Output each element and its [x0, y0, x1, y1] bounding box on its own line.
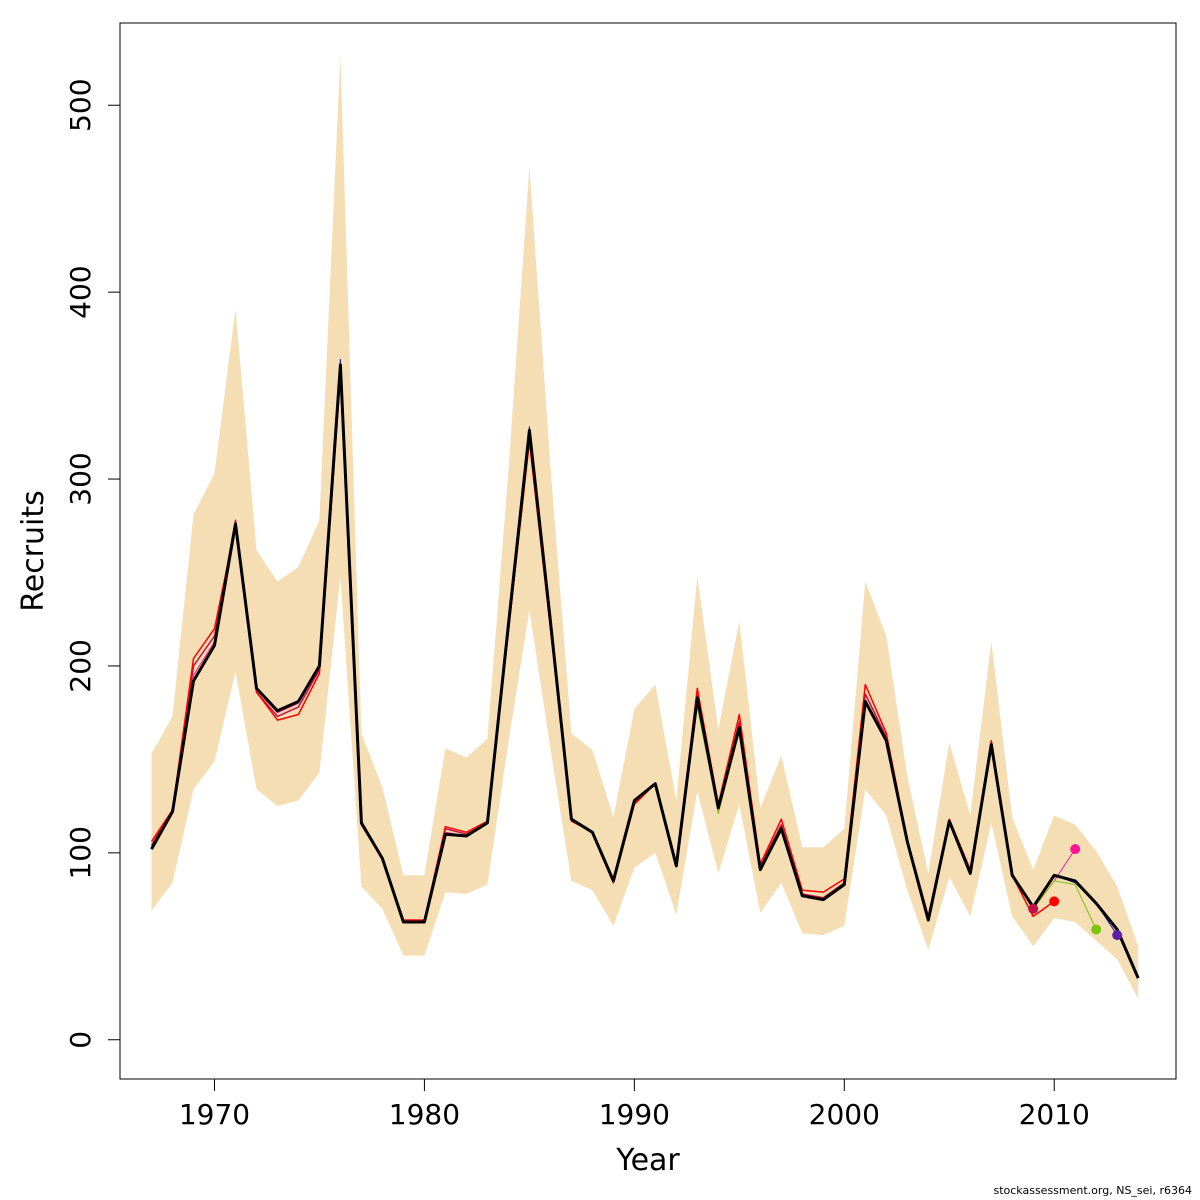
endpoint-layer	[1028, 844, 1123, 941]
confidence-band-layer	[151, 54, 1139, 999]
endpoint-marker-2010	[1049, 896, 1060, 907]
y-axis: 0 100 200 300 400 500	[64, 78, 120, 1049]
endpoint-marker-2009	[1028, 903, 1039, 914]
x-tick-label: 1990	[599, 1098, 670, 1131]
x-axis: 1970 1980 1990 2000 2010	[179, 1079, 1090, 1131]
endpoint-marker-2011	[1070, 844, 1081, 855]
y-tick-label: 200	[64, 639, 97, 692]
y-axis-label: Recruits	[16, 490, 51, 612]
series-line-main	[150, 363, 1140, 979]
x-tick-label: 2000	[809, 1098, 880, 1131]
endpoint-marker-2013	[1112, 930, 1123, 941]
confidence-band	[151, 54, 1139, 999]
y-tick-label: 0	[64, 1031, 97, 1049]
series-layer	[150, 358, 1140, 979]
x-tick-label: 1980	[389, 1098, 460, 1131]
x-axis-label: Year	[615, 1143, 680, 1178]
footer-credit: stockassessment.org, NS_sei, r6364	[993, 1184, 1192, 1197]
y-tick-label: 100	[64, 826, 97, 879]
y-tick-label: 400	[64, 265, 97, 318]
y-tick-label: 300	[64, 452, 97, 505]
y-tick-label: 500	[64, 78, 97, 131]
endpoint-marker-2012	[1091, 924, 1102, 935]
plot-frame	[119, 22, 1177, 1080]
x-tick-label: 1970	[179, 1098, 250, 1131]
x-tick-label: 2010	[1019, 1098, 1090, 1131]
